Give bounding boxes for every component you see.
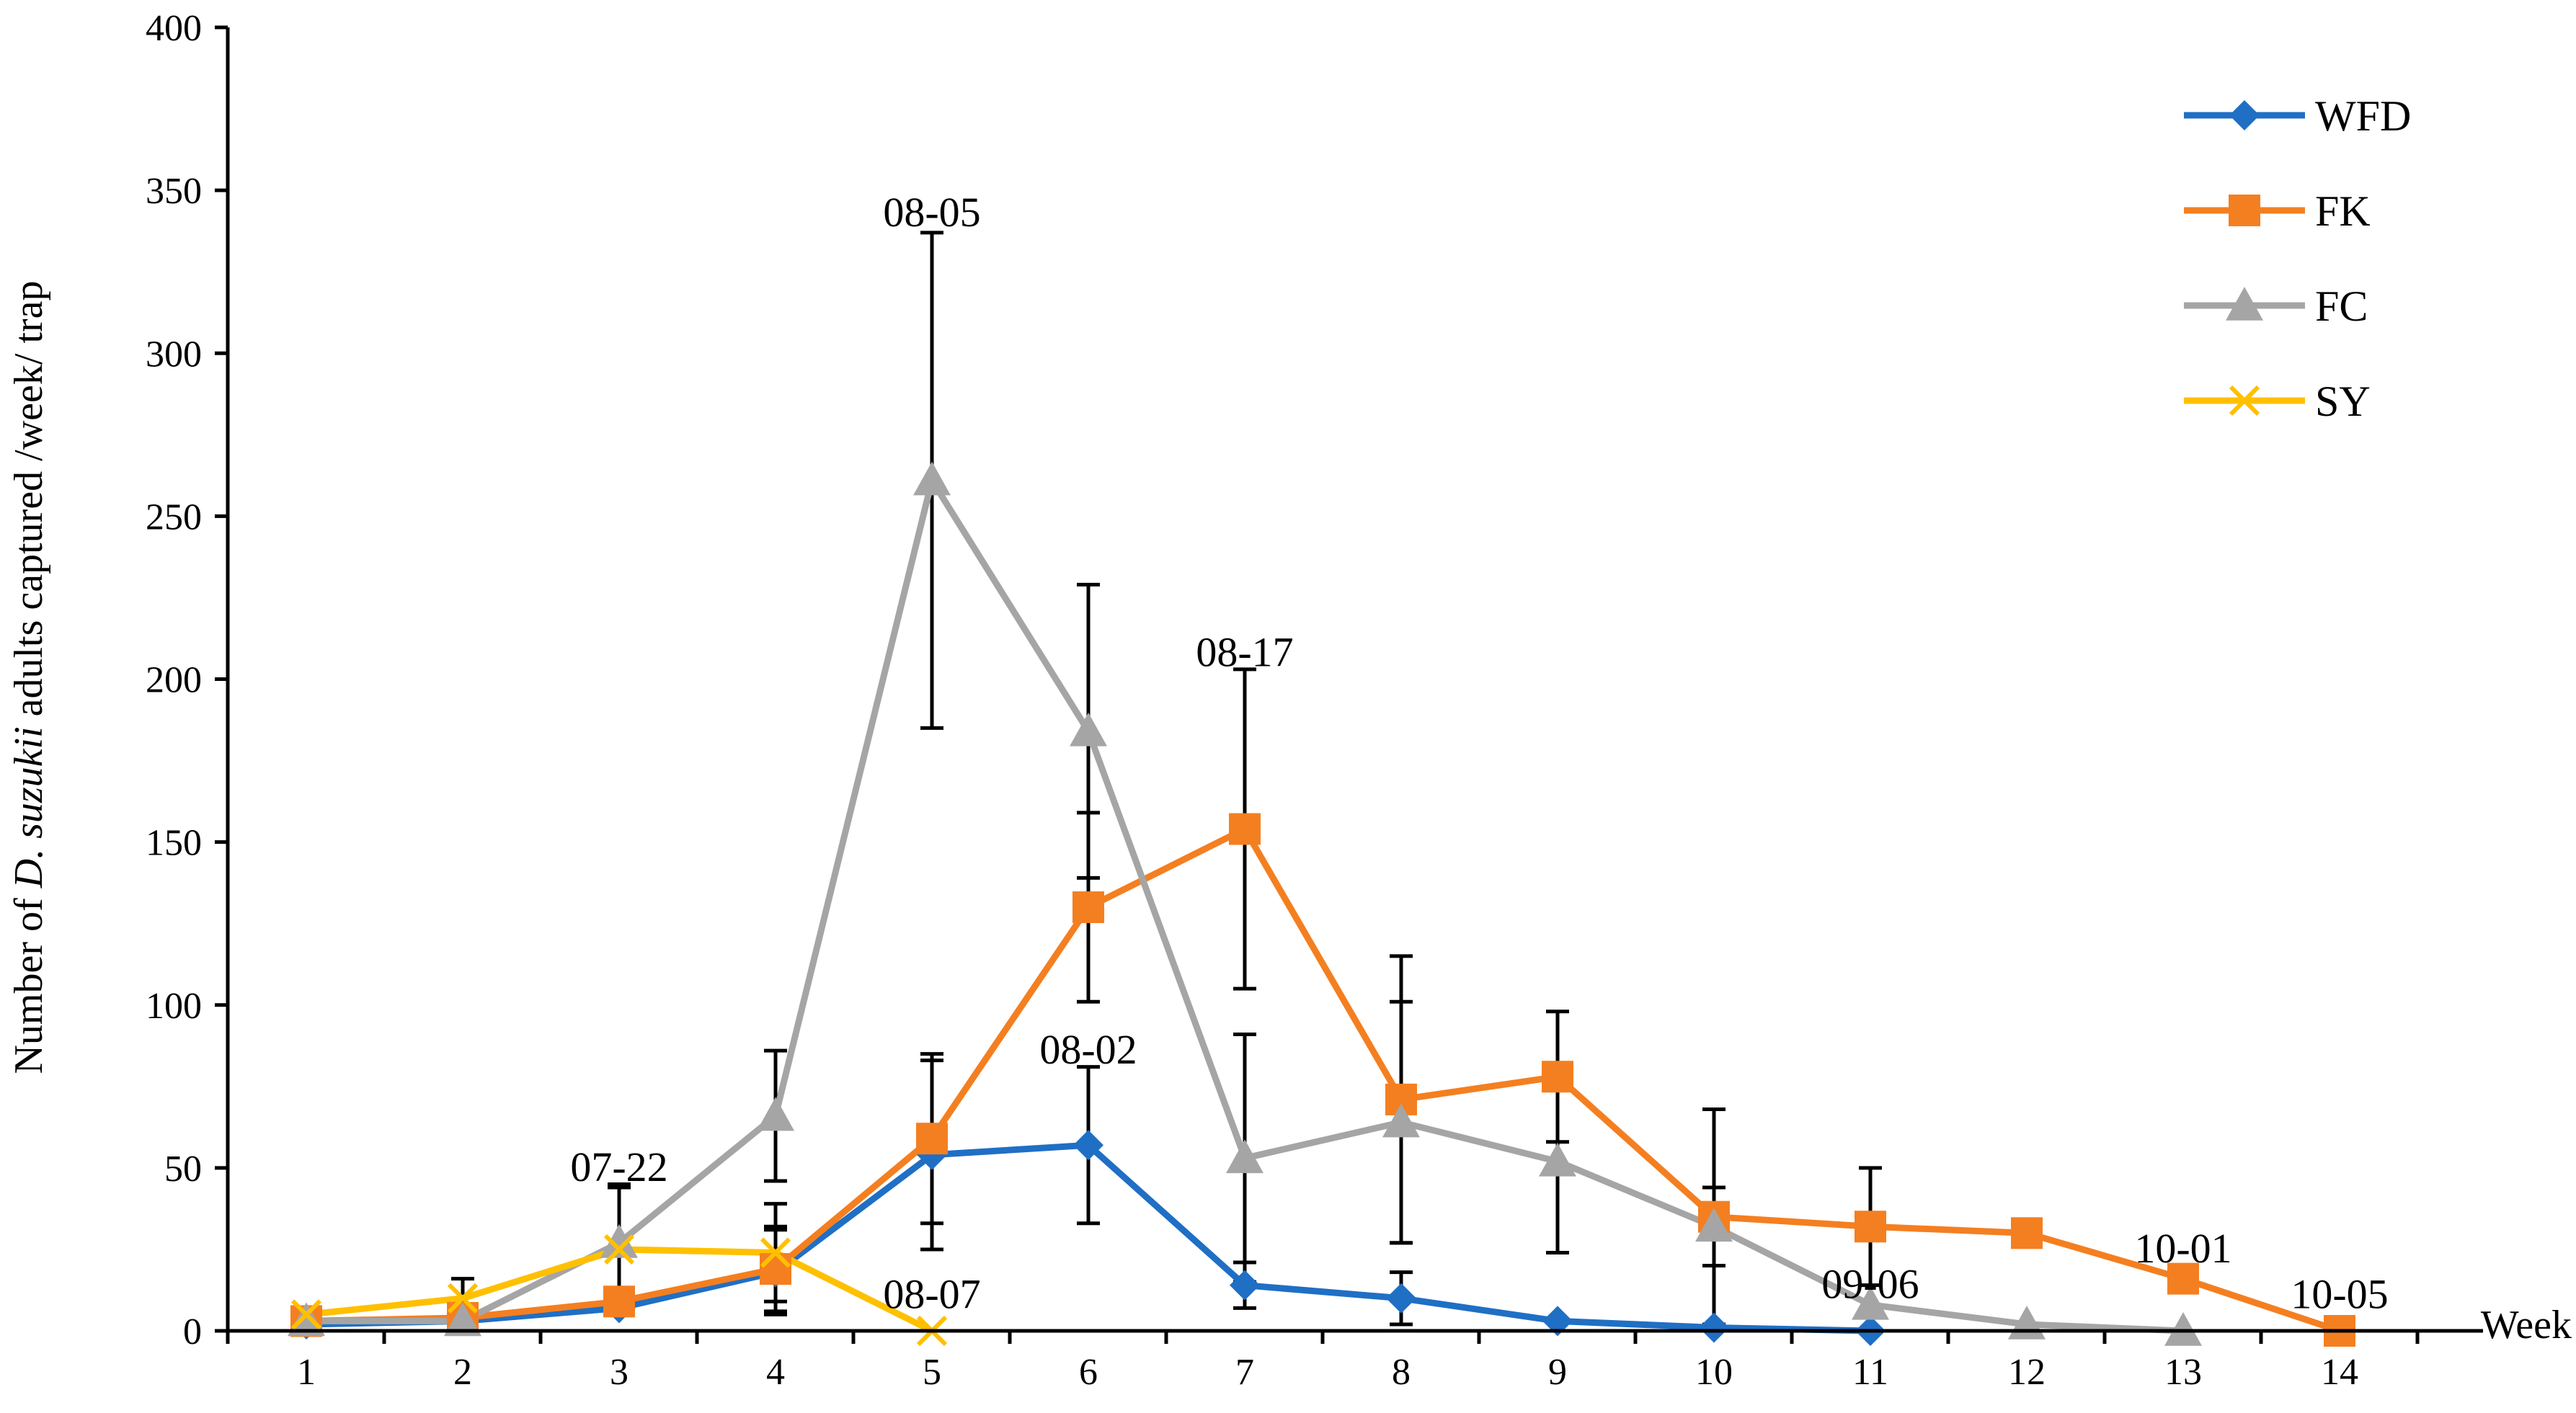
x-marker-stroke (2229, 385, 2260, 416)
y-axis-label-part: D. suzukii (6, 726, 51, 888)
y-axis-label-part: Number of (6, 888, 51, 1074)
date-annotation: 08-02 (1039, 1026, 1137, 1073)
x-tick-label: 14 (2321, 1352, 2358, 1393)
x-tick-label: 10 (1695, 1352, 1733, 1393)
point-fk-week-9 (1542, 1061, 1573, 1093)
legend-item-fk: FK (2184, 187, 2371, 235)
legend-swatch-marker (2229, 100, 2260, 130)
point-fc-week-5 (913, 461, 951, 496)
x-tick-label: 13 (2164, 1352, 2202, 1393)
point-fk-week-13 (2167, 1262, 2199, 1295)
legend-swatch-marker (2229, 195, 2260, 226)
x-tick-label: 7 (1235, 1352, 1254, 1393)
point-fc-week-8 (1382, 1103, 1420, 1138)
point-sy-week-1 (290, 1299, 322, 1330)
point-fk-week-4 (760, 1253, 791, 1285)
series-line-fk (306, 826, 2341, 1334)
legend-item-wfd: WFD (2184, 92, 2411, 140)
point-fc-week-9 (1539, 1142, 1576, 1177)
point-fc-week-4 (757, 1097, 794, 1131)
y-tick-label: 250 (146, 496, 202, 538)
legend-label: FK (2315, 187, 2371, 235)
date-annotation: 08-17 (1196, 628, 1293, 675)
point-fc-week-7 (1226, 1139, 1263, 1174)
x-tick-label: 11 (1852, 1352, 1888, 1393)
legend-swatch-marker (2229, 385, 2260, 416)
point-fc-week-11 (1852, 1285, 1889, 1320)
point-fk-week-7 (1229, 813, 1261, 845)
point-wfd-week-7 (1230, 1270, 1260, 1301)
annotations: 07-22 08-05 08-02 08-07 08-17 09-06 10-01 10-05 (570, 189, 2388, 1317)
x-marker-stroke (447, 1283, 479, 1314)
y-tick-label: 100 (146, 986, 202, 1027)
legend-label: SY (2315, 378, 2371, 425)
point-fk-week-12 (2011, 1217, 2043, 1249)
point-fc-week-1 (288, 1302, 325, 1337)
x-marker-stroke (603, 1234, 635, 1265)
y-tick-label: 0 (183, 1311, 202, 1352)
date-annotation: 09-06 (1821, 1261, 1919, 1308)
error-bars (295, 231, 1882, 1327)
x-tick-label: 5 (923, 1352, 941, 1393)
point-sy-week-4 (760, 1237, 791, 1268)
point-wfd-week-10 (1699, 1312, 1729, 1343)
x-axis-label: Week (2481, 1303, 2572, 1347)
x-tick-label: 6 (1079, 1352, 1098, 1393)
legend-swatch-marker (2226, 287, 2263, 321)
y-axis-label: Number of D. suzukii adults captured /we… (6, 280, 51, 1074)
legend-label: WFD (2315, 92, 2411, 140)
x-tick-label: 2 (453, 1352, 472, 1393)
point-sy-week-3 (603, 1234, 635, 1265)
point-wfd-week-6 (1073, 1130, 1103, 1161)
legend-label: FC (2315, 282, 2368, 330)
point-fc-week-10 (1695, 1208, 1733, 1242)
date-annotation: 10-05 (2291, 1270, 2388, 1317)
x-tick-label: 1 (297, 1352, 316, 1393)
point-fk-week-6 (1072, 891, 1104, 924)
point-fc-week-3 (600, 1223, 638, 1258)
x-marker-stroke (760, 1237, 791, 1268)
x-tick-label: 4 (766, 1352, 785, 1393)
x-marker-stroke (290, 1299, 322, 1330)
legend-item-sy: SY (2184, 378, 2371, 425)
y-axis-label-part: adults captured /week/ trap (6, 280, 51, 726)
point-wfd-week-9 (1542, 1306, 1573, 1337)
y-tick-label: 300 (146, 334, 202, 375)
point-fk-week-5 (916, 1123, 948, 1155)
x-tick-label: 9 (1548, 1352, 1567, 1393)
point-sy-week-2 (447, 1283, 479, 1314)
x-tick-label: 3 (610, 1352, 629, 1393)
y-tick-label: 150 (146, 823, 202, 864)
date-annotation: 07-22 (570, 1144, 667, 1190)
date-annotation: 10-01 (2134, 1225, 2231, 1272)
y-tick-label: 200 (146, 660, 202, 701)
point-fc-week-2 (444, 1302, 481, 1337)
series-lines (306, 477, 2341, 1334)
legend: WFD FK FC SY (2184, 92, 2411, 425)
point-fc-week-6 (1070, 712, 1107, 746)
point-fc-week-13 (2164, 1312, 2202, 1346)
x-tick-label: 8 (1392, 1352, 1411, 1393)
point-wfd-week-8 (1386, 1283, 1416, 1314)
legend-item-fc: FC (2184, 282, 2368, 330)
date-annotation: 08-07 (883, 1270, 980, 1317)
x-tick-label: 12 (2008, 1352, 2046, 1393)
y-tick-label: 400 (146, 8, 202, 49)
point-fk-week-3 (603, 1285, 635, 1318)
series-markers (288, 461, 2355, 1347)
point-fk-week-11 (1855, 1211, 1886, 1243)
date-annotation: 08-05 (883, 189, 980, 236)
y-tick-label: 350 (146, 171, 202, 212)
y-tick-label: 50 (164, 1149, 202, 1190)
